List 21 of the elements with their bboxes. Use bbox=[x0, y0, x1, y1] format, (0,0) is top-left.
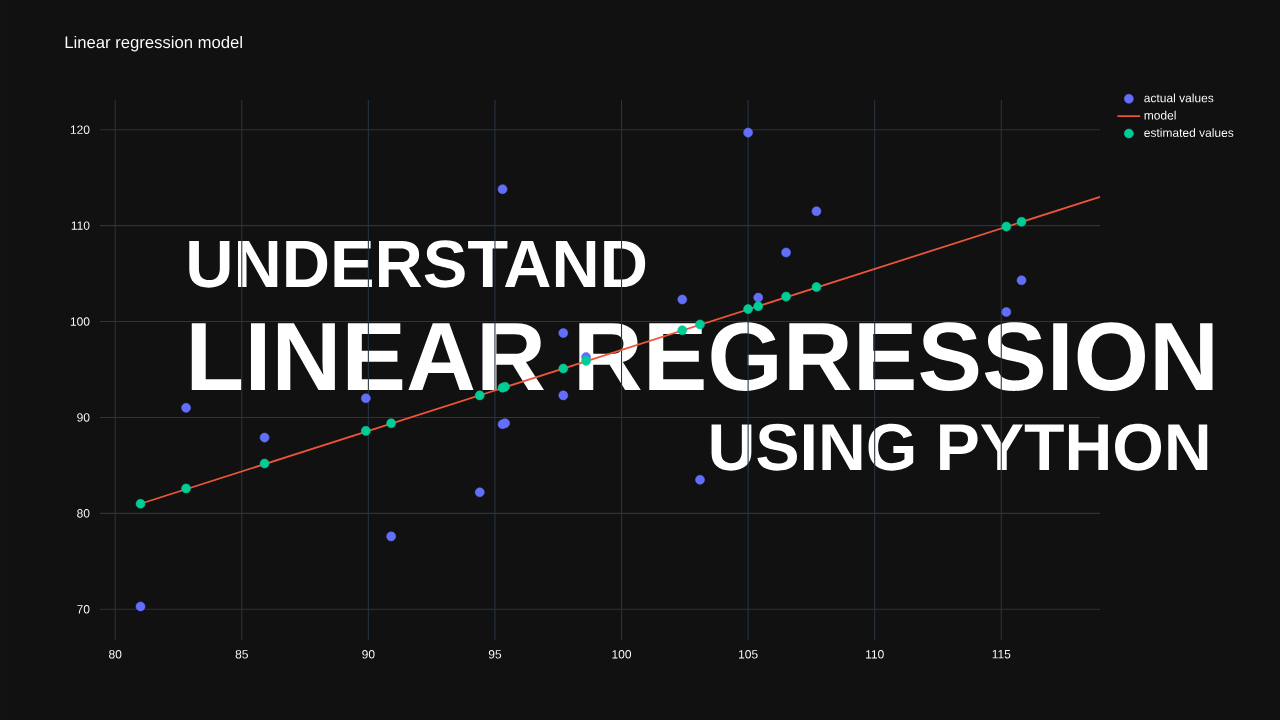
y-tick-label: 100 bbox=[70, 317, 90, 326]
annotation: USING PYTHON bbox=[711, 423, 1208, 471]
x-tick-label: 85 bbox=[235, 650, 248, 659]
y-tick-label: 110 bbox=[71, 221, 90, 230]
y-tick-label: 80 bbox=[77, 509, 90, 518]
annotation: UNDERSTAND bbox=[189, 240, 646, 288]
x-tick-label: 115 bbox=[992, 650, 1011, 659]
x-tick-label: 100 bbox=[612, 650, 632, 659]
legend-label: estimated values bbox=[1144, 128, 1234, 137]
legend-label: model bbox=[1144, 110, 1176, 120]
y-tick-label: 70 bbox=[77, 605, 90, 614]
x-tick-label: 95 bbox=[488, 650, 502, 659]
annotation: LINEAR REGRESSION bbox=[191, 322, 1213, 391]
x-tick-label: 90 bbox=[362, 650, 375, 659]
legend-label: actual values bbox=[1144, 93, 1214, 103]
x-tick-label: 80 bbox=[109, 650, 122, 659]
y-tick-label: 120 bbox=[70, 125, 90, 134]
chart-title: Linear regression model bbox=[65, 35, 242, 52]
x-tick-label: 110 bbox=[866, 650, 884, 659]
x-tick-label: 105 bbox=[739, 650, 758, 659]
y-tick-label: 90 bbox=[77, 413, 90, 422]
